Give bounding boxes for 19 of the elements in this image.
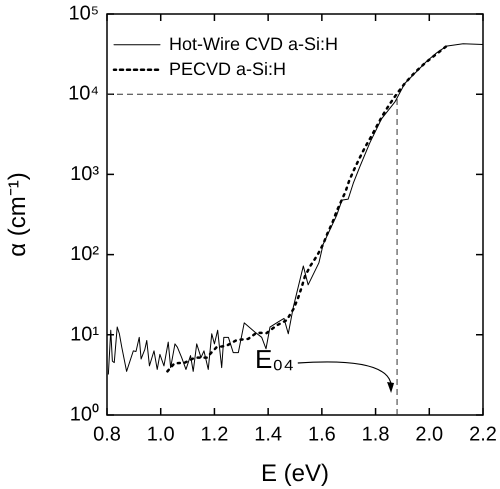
y-tick-label: 10¹: [70, 323, 100, 346]
legend-label: Hot-Wire CVD a-Si:H: [169, 34, 338, 54]
y-tick-label: 10³: [70, 162, 100, 185]
x-tick-label: 0.8: [93, 424, 121, 446]
y-tick-label: 10⁴: [68, 82, 99, 105]
x-axis-title: E (eV): [260, 460, 330, 488]
y-axis-title: α (cm⁻¹): [4, 172, 32, 257]
y-tick-label: 10²: [70, 243, 100, 266]
x-tick-label: 1.8: [362, 424, 390, 446]
x-tick-label: 1.4: [254, 424, 282, 446]
x-tick-label: 2.0: [415, 424, 444, 446]
x-tick-label: 2.2: [469, 424, 497, 446]
x-tick-label: 1.2: [200, 424, 228, 446]
y-tick-label: 10⁵: [68, 2, 99, 25]
legend-label: PECVD a-Si:H: [169, 58, 286, 79]
x-tick-label: 1.0: [146, 424, 175, 446]
annotation: E₀₄: [255, 344, 294, 374]
y-tick-label: 10⁰: [70, 402, 99, 426]
x-tick-label: 1.6: [308, 424, 336, 446]
